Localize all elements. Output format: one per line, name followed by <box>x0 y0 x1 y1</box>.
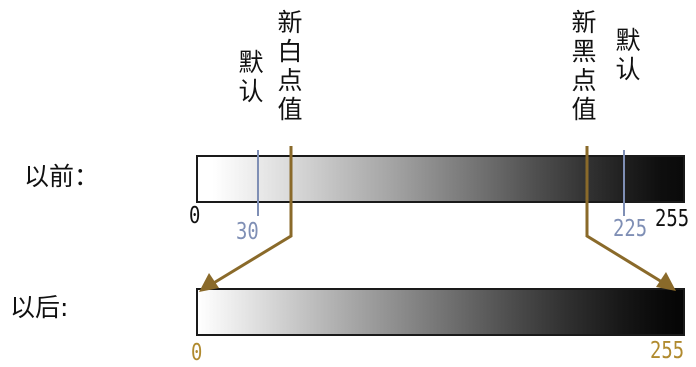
new-white-point-label: 新白点值 <box>277 8 303 124</box>
before-tick-30: 30 <box>236 219 259 245</box>
after-tick-255: 255 <box>650 338 685 364</box>
before-gradient-bar <box>196 155 685 203</box>
new-white-point-arrowhead <box>199 273 219 292</box>
before-tick-255: 255 <box>655 206 690 232</box>
new-black-point-label: 新黑点值 <box>571 8 597 124</box>
before-tick-225: 225 <box>613 216 648 242</box>
after-gradient-bar <box>196 288 685 336</box>
new-black-point-arrowhead <box>656 272 676 291</box>
default-black-label: 默认 <box>615 26 641 84</box>
new-white-point-arrow-line <box>211 146 293 286</box>
after-row-label: 以后: <box>10 293 69 322</box>
before-row-label: 以前： <box>24 162 100 191</box>
new-black-point-arrow-line <box>585 146 663 284</box>
default-white-label: 默认 <box>238 48 264 106</box>
before-tick-0: 0 <box>189 203 201 229</box>
after-tick-0: 0 <box>191 340 203 366</box>
